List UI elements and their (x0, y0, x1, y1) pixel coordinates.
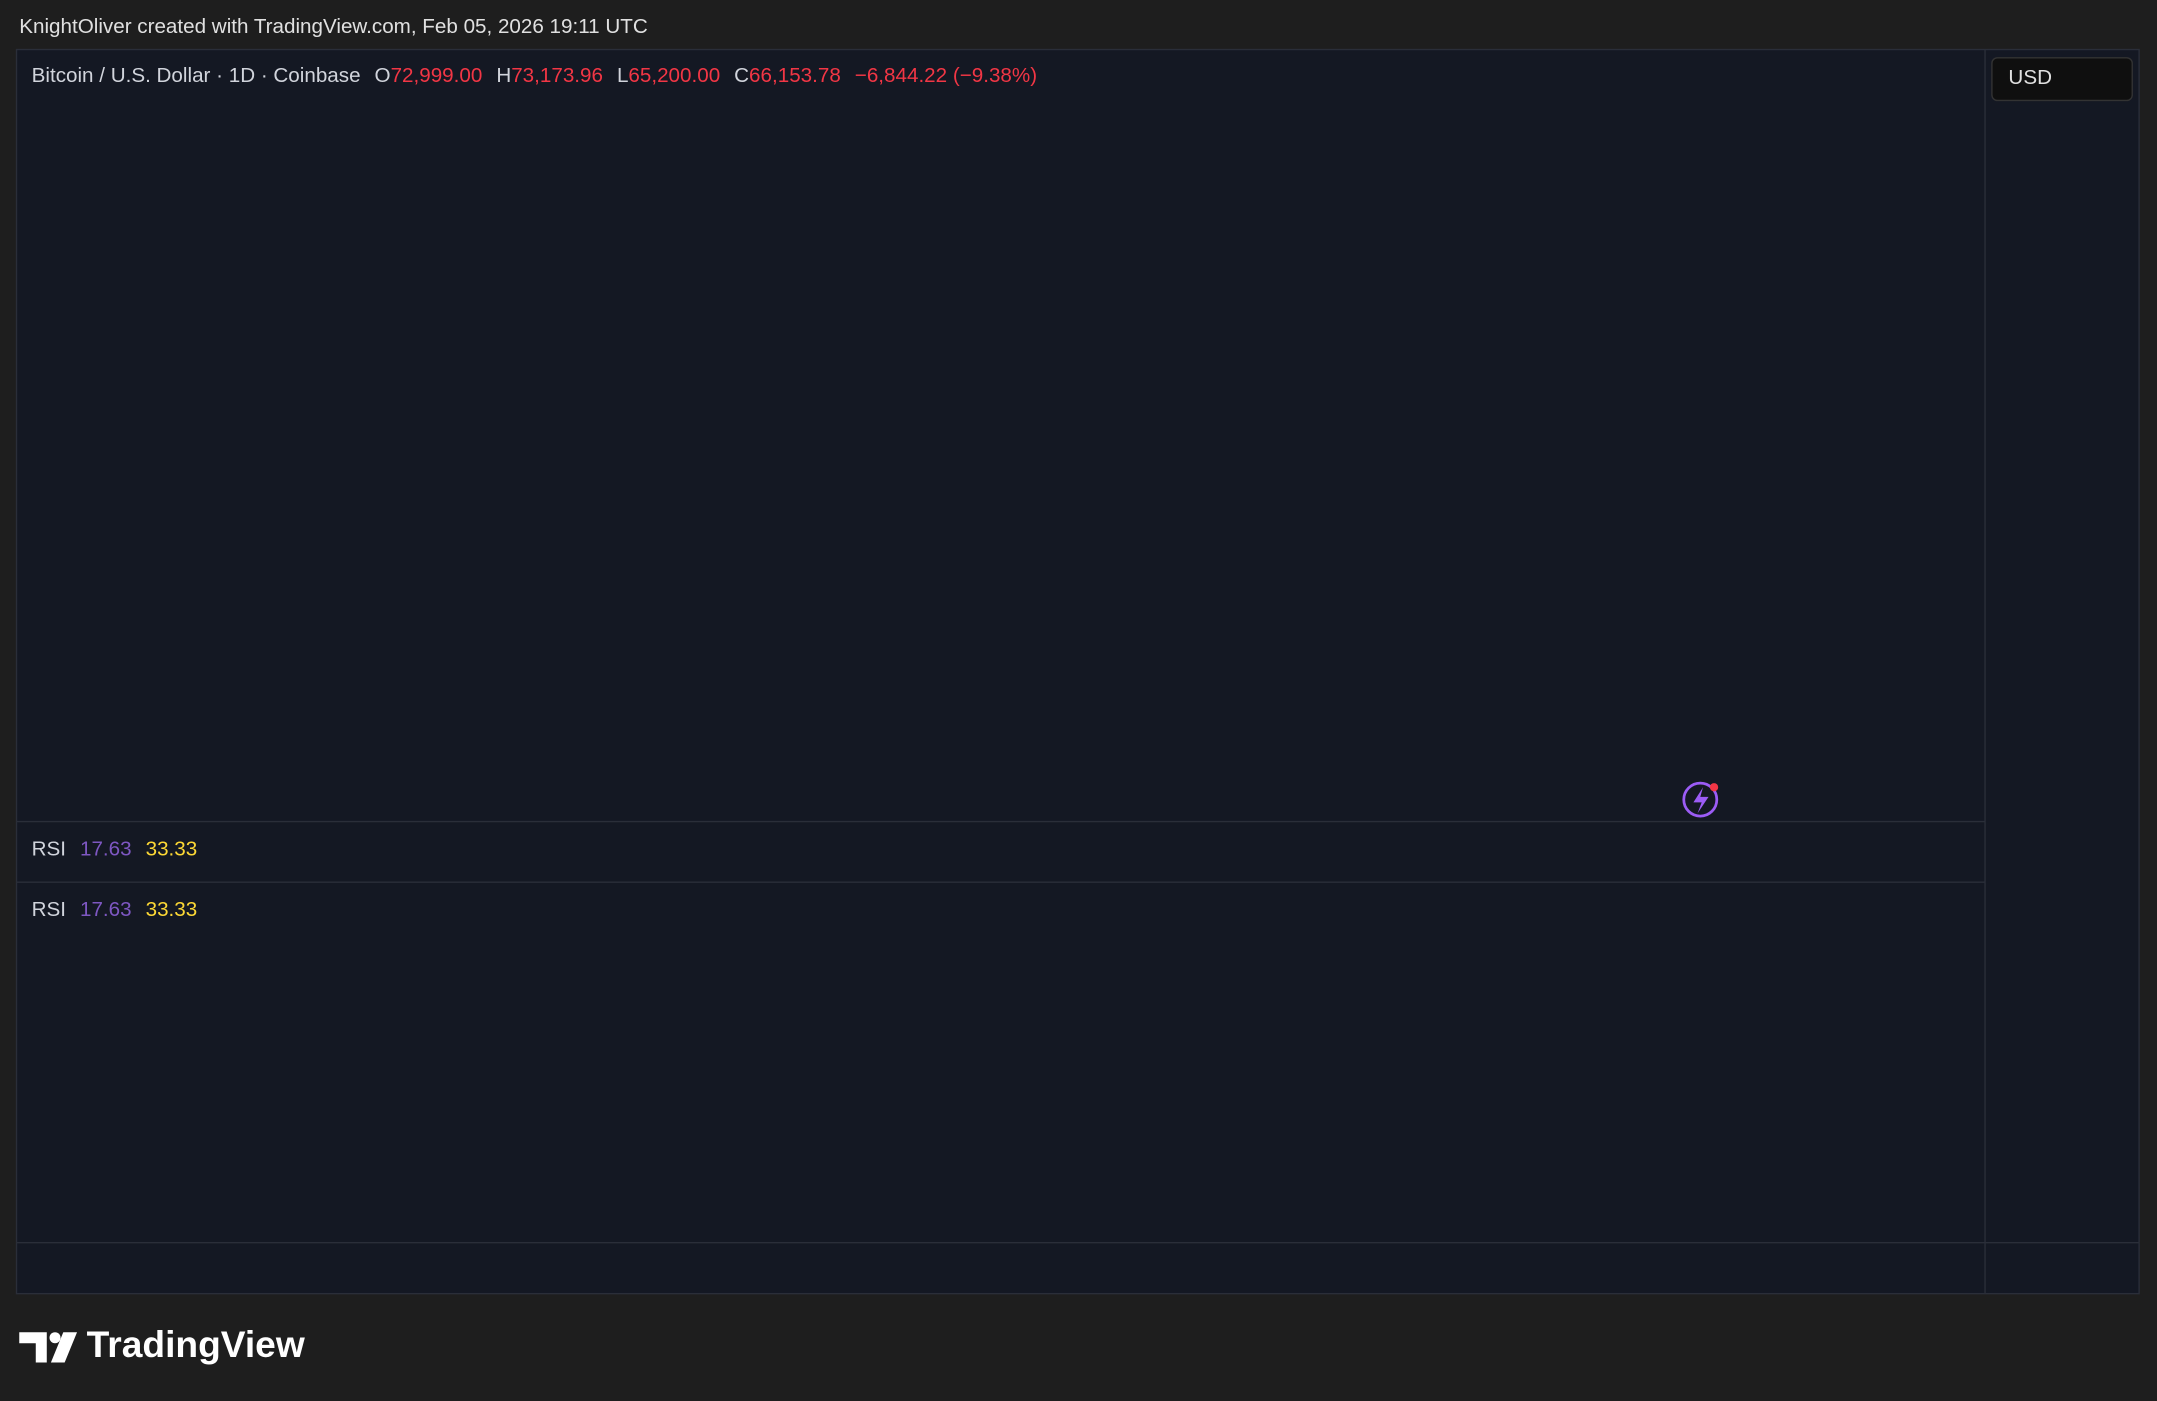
ohlc-key: H (496, 65, 511, 88)
ohlc-value: 72,999.00 (391, 65, 483, 88)
rsi-title: RSI (32, 899, 66, 922)
rsi-legend: RSI 17.63 33.33 (32, 838, 198, 861)
ohlc-key: L (617, 65, 628, 88)
ohlc-value: 65,200.00 (628, 65, 720, 88)
ohlc-value: 73,173.96 (511, 65, 603, 88)
rsi-value: 17.63 (80, 899, 132, 922)
rsi-ma-value: 33.33 (146, 838, 198, 861)
rsi-ma-value: 33.33 (146, 899, 198, 922)
price-legend: Bitcoin / U.S. Dollar · 1D · Coinbase O7… (32, 65, 1037, 88)
rsi-legend: RSI 17.63 33.33 (32, 899, 198, 922)
caption: KnightOliver created with TradingView.co… (19, 15, 648, 38)
ohlc-value: 66,153.78 (749, 65, 841, 88)
logo-shape (50, 1332, 61, 1343)
ohlc-key: O (375, 65, 391, 88)
icon-dot[interactable] (1710, 783, 1718, 791)
rsi-value: 17.63 (80, 838, 132, 861)
ohlc-key: C (734, 65, 749, 88)
price-change: −6,844.22 (−9.38%) (855, 65, 1037, 88)
currency-label[interactable]: USD (2008, 66, 2052, 89)
symbol-title: Bitcoin / U.S. Dollar · 1D · Coinbase (32, 65, 361, 88)
chart-area (17, 50, 2140, 1294)
rsi-title: RSI (32, 838, 66, 861)
brand-name: TradingView (87, 1323, 305, 1365)
